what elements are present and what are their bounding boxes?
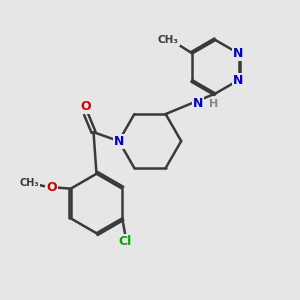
Text: N: N [114,135,124,148]
Text: Cl: Cl [118,235,132,248]
Text: N: N [233,74,244,87]
Text: N: N [193,97,203,110]
Text: CH₃: CH₃ [158,35,179,45]
Text: O: O [46,181,57,194]
Text: O: O [81,100,92,113]
Text: N: N [233,47,244,60]
Text: CH₃: CH₃ [19,178,39,188]
Text: H: H [209,99,218,110]
